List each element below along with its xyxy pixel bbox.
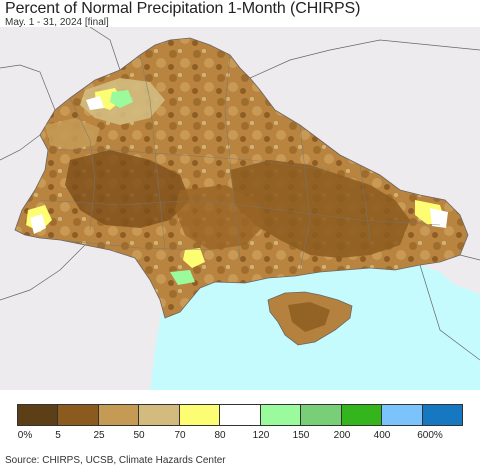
legend-swatch bbox=[301, 405, 342, 425]
legend-swatch bbox=[139, 405, 180, 425]
admin-boundaries bbox=[39, 54, 441, 271]
normal-patch-1 bbox=[30, 214, 46, 234]
legend-labels: 0% 5 25 50 70 80 120 150 200 400 600% bbox=[0, 430, 480, 444]
map-date-range: May. 1 - 31, 2024 [final] bbox=[5, 17, 109, 28]
legend-label: 25 bbox=[93, 430, 105, 441]
country-boundaries bbox=[0, 27, 480, 361]
legend-colorbar bbox=[17, 404, 463, 426]
legend-swatch bbox=[179, 405, 221, 425]
legend-label: 5 bbox=[55, 430, 61, 441]
precipitation-map bbox=[0, 27, 480, 390]
above-normal-patch-south bbox=[170, 270, 195, 285]
legend-swatch bbox=[220, 405, 261, 425]
legend-label: 80 bbox=[214, 430, 226, 441]
legend-swatch bbox=[58, 405, 99, 425]
crimea-core bbox=[288, 302, 330, 332]
legend-label: 200 bbox=[333, 430, 351, 441]
legend-swatch bbox=[18, 405, 59, 425]
deficit-core-center bbox=[175, 185, 265, 250]
legend-label: 400 bbox=[373, 430, 391, 441]
above-normal-patch-north bbox=[110, 90, 133, 108]
legend-label: 0% bbox=[17, 430, 33, 441]
legend-swatch bbox=[382, 405, 423, 425]
legend-swatch bbox=[98, 405, 140, 425]
normal-patch-3 bbox=[86, 96, 104, 110]
near-normal-patch-4 bbox=[183, 248, 205, 268]
map-title: Percent of Normal Precipitation 1-Month … bbox=[5, 0, 361, 17]
legend-label: 600% bbox=[417, 430, 443, 441]
deficit-core-east bbox=[230, 160, 410, 258]
legend-swatch bbox=[422, 405, 462, 425]
moderate-northwest bbox=[45, 118, 100, 150]
legend-swatch bbox=[260, 405, 302, 425]
legend-label: 120 bbox=[252, 430, 270, 441]
legend-label: 150 bbox=[292, 430, 310, 441]
deficit-core-west bbox=[65, 150, 190, 228]
legend-swatch bbox=[341, 405, 383, 425]
source-credit: Source: CHIRPS, UCSB, Climate Hazards Ce… bbox=[5, 455, 226, 466]
normal-patch-2 bbox=[430, 208, 448, 228]
legend-label: 70 bbox=[174, 430, 186, 441]
map-canvas bbox=[0, 27, 480, 390]
legend-label: 50 bbox=[133, 430, 145, 441]
